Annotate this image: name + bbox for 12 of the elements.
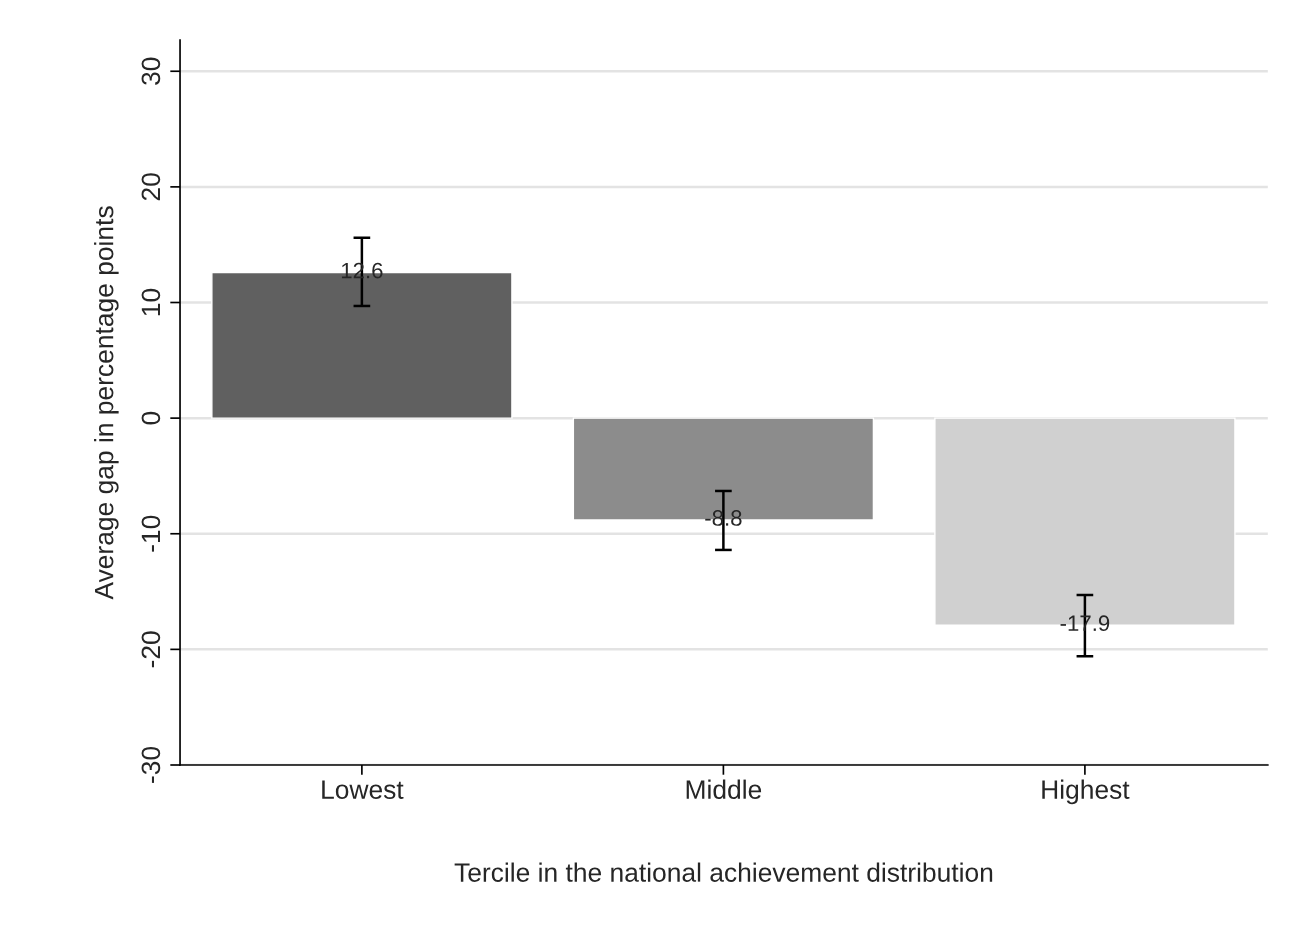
x-axis-title: Tercile in the national achievement distribution (454, 862, 993, 882)
x-tick-label: Lowest (322, 780, 404, 799)
x-tick-label: Middle (686, 779, 762, 799)
y-tick-label: 10 (141, 288, 161, 316)
y-tick-label: 0 (141, 411, 161, 425)
y-tick-label: 20 (141, 173, 161, 201)
x-tick-label: Highest (1042, 779, 1130, 805)
y-axis-title: Average gap in percentage points (94, 206, 119, 600)
y-tick-label: -30 (141, 746, 161, 783)
y-tick-label: -10 (141, 515, 161, 552)
y-tick-label: 30 (141, 57, 161, 85)
y-tick-label: -20 (141, 631, 161, 668)
